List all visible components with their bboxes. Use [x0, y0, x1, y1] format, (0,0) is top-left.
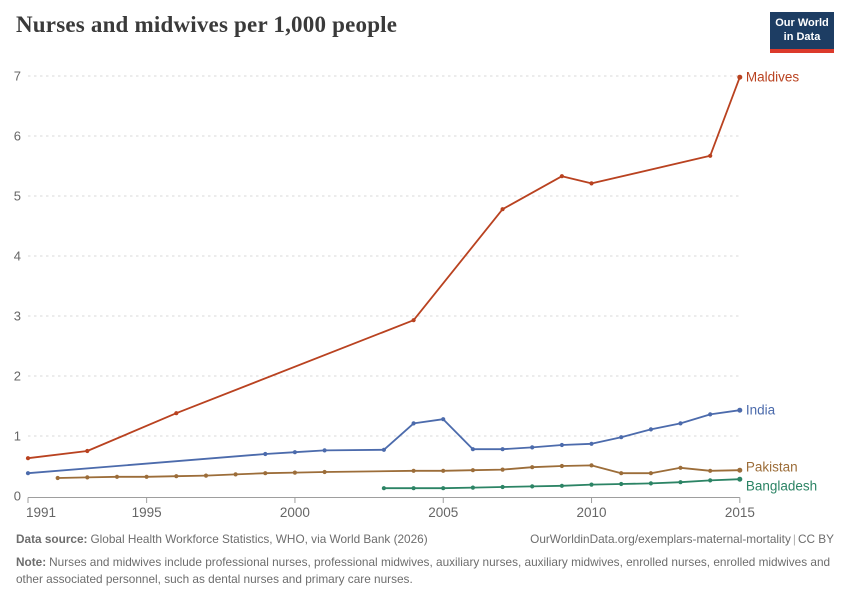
series-point-bangladesh [381, 486, 386, 491]
series-point-india [263, 451, 268, 457]
attribution: OurWorldinData.org/exemplars-maternal-mo… [530, 531, 834, 548]
series-point-bangladesh [500, 484, 505, 490]
y-tick-label: 7 [14, 69, 21, 84]
series-point-pakistan [203, 473, 209, 478]
series-point-india [441, 417, 446, 422]
series-point-india [648, 427, 654, 432]
x-tick-label: 2005 [428, 505, 458, 520]
series-point-maldives [500, 207, 505, 212]
series-point-bangladesh [678, 480, 683, 485]
x-tick-label: 2000 [280, 505, 310, 520]
series-point-pakistan [233, 472, 238, 477]
series-label-india[interactable]: India [746, 403, 776, 418]
series-point-maldives [708, 153, 713, 158]
note-label: Note: [16, 554, 47, 569]
x-tick-label: 1995 [132, 505, 162, 520]
y-tick-label: 3 [14, 309, 21, 324]
series-point-india [737, 407, 743, 413]
series-point-bangladesh [441, 486, 446, 491]
series-point-bangladesh [737, 476, 743, 482]
series-point-pakistan [530, 465, 535, 470]
series-point-bangladesh [589, 482, 594, 487]
series-point-india [411, 421, 416, 426]
series-line-india[interactable] [27, 409, 741, 475]
series-label-maldives[interactable]: Maldives [746, 70, 800, 85]
series-line-maldives[interactable] [27, 76, 741, 460]
series-point-maldives [559, 174, 565, 179]
series-point-pakistan [708, 468, 713, 473]
x-tick-label: 2010 [577, 505, 607, 520]
y-tick-label: 1 [14, 429, 21, 444]
owid-logo-line2: in Data [783, 30, 821, 43]
series-point-pakistan [678, 465, 683, 470]
series-point-pakistan [144, 474, 149, 479]
series-point-india [322, 448, 327, 453]
series-point-maldives [174, 411, 179, 416]
series-point-pakistan [322, 469, 327, 475]
series-point-maldives [85, 448, 90, 454]
series-point-maldives [25, 456, 31, 461]
series-line-pakistan[interactable] [56, 464, 741, 479]
series-point-pakistan [737, 467, 743, 473]
series-point-india [678, 421, 683, 426]
series-point-india [25, 471, 31, 476]
y-tick-label: 5 [14, 189, 21, 204]
series-point-pakistan [85, 475, 90, 480]
series-point-india [292, 450, 297, 455]
series-point-pakistan [292, 470, 297, 475]
data-source-label: Data source: [16, 532, 88, 546]
license-badge: CC BY [797, 532, 834, 546]
series-point-pakistan [174, 474, 179, 479]
series-point-pakistan [55, 475, 60, 481]
y-tick-label: 0 [14, 489, 21, 504]
series-point-india [589, 441, 594, 446]
series-point-pakistan [500, 467, 505, 472]
series-point-bangladesh [619, 481, 624, 487]
series-point-india [500, 447, 505, 452]
series-point-pakistan [619, 471, 624, 476]
series-label-pakistan[interactable]: Pakistan [746, 460, 798, 475]
y-tick-label: 2 [14, 369, 21, 384]
divider-pipe: | [792, 532, 796, 546]
series-point-india [559, 442, 565, 448]
series-point-pakistan [470, 468, 475, 473]
line-chart-canvas: 0 1 2 3 4 5 6 7 1991 1995 2000 2005 2010 2015 Maldives… [14, 69, 817, 521]
series-point-india [619, 435, 624, 440]
series-point-india [708, 412, 713, 417]
series-point-bangladesh [470, 485, 475, 490]
series-point-bangladesh [559, 483, 565, 488]
x-tick-label: 1991 [26, 505, 56, 520]
chart-title: Nurses and midwives per 1,000 people [16, 12, 398, 37]
y-tick-label: 4 [14, 249, 21, 264]
series-point-pakistan [411, 468, 416, 473]
series-point-bangladesh [411, 486, 416, 491]
series-point-pakistan [648, 471, 654, 476]
series-point-india [470, 447, 475, 452]
series-point-pakistan [114, 474, 120, 479]
chart-footer: Data source: Global Health Workforce Stat… [16, 531, 834, 589]
owid-url-link[interactable]: OurWorldinData.org/exemplars-maternal-mo… [530, 532, 791, 546]
y-tick-label: 6 [14, 129, 21, 144]
owid-logo-line1: Our World [775, 17, 829, 29]
x-tick-label: 2015 [725, 505, 755, 520]
data-source-text: Data source: Global Health Workforce Stat… [16, 532, 428, 546]
series-point-india [381, 447, 386, 452]
series-point-india [530, 445, 535, 450]
series-point-pakistan [559, 463, 565, 469]
series-point-pakistan [263, 471, 268, 476]
owid-logo[interactable]: Our World in Data [770, 12, 834, 53]
series-point-maldives [589, 181, 594, 186]
series-point-maldives [737, 74, 743, 80]
chart-note: Note: Nurses and midwives include profess… [16, 554, 831, 587]
series-label-bangladesh[interactable]: Bangladesh [746, 479, 817, 494]
series-point-maldives [411, 318, 416, 323]
series-point-bangladesh [708, 478, 713, 483]
series-point-pakistan [441, 468, 446, 473]
series-point-bangladesh [648, 481, 654, 486]
series-point-pakistan [589, 463, 594, 468]
series-point-bangladesh [530, 484, 535, 489]
